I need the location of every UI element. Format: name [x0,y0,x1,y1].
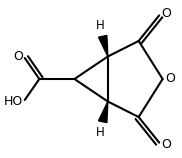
Text: O: O [161,138,171,151]
Text: O: O [161,7,171,20]
Text: H: H [96,19,104,32]
Polygon shape [98,101,108,123]
Text: O: O [13,50,23,63]
Polygon shape [98,35,108,57]
Text: O: O [165,73,175,85]
Text: HO: HO [4,95,23,108]
Text: H: H [96,126,104,139]
